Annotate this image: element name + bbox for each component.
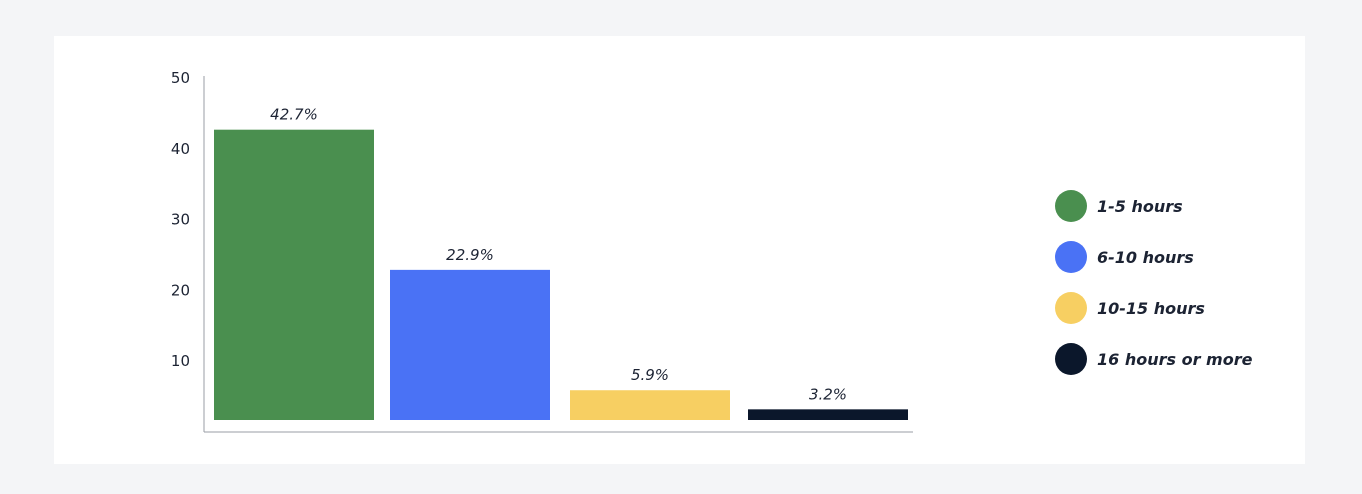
data-labels: 42.7% 22.9% 5.9% 3.2%	[270, 106, 847, 404]
bar-16-hours-or-more	[748, 409, 908, 420]
legend-label: 10-15 hours	[1097, 298, 1205, 318]
legend-item: 1-5 hours	[1055, 190, 1252, 222]
chart-card: 10 20 30 40 50 42.7% 22.9% 5.9% 3.2% 1-5 hours 6…	[54, 36, 1305, 464]
legend-label: 6-10 hours	[1097, 247, 1194, 267]
legend-swatch	[1055, 190, 1087, 222]
legend-label: 1-5 hours	[1097, 196, 1183, 216]
bar-chart: 10 20 30 40 50 42.7% 22.9% 5.9% 3.2%	[171, 69, 913, 433]
legend-item: 16 hours or more	[1055, 343, 1252, 375]
legend-label: 16 hours or more	[1097, 349, 1253, 369]
legend-item: 6-10 hours	[1055, 241, 1252, 273]
legend-item: 10-15 hours	[1055, 292, 1252, 324]
bar-data-label: 22.9%	[446, 246, 494, 264]
bars	[214, 129, 908, 420]
y-tick-label: 20	[171, 281, 190, 299]
y-axis-ticks: 10 20 30 40 50	[171, 69, 190, 370]
legend-swatch	[1055, 241, 1087, 273]
legend-swatch	[1055, 292, 1087, 324]
bar-data-label: 5.9%	[631, 366, 669, 384]
bar-data-label: 3.2%	[809, 385, 847, 403]
bar-10-15-hours	[570, 390, 730, 420]
bar-data-label: 42.7%	[270, 106, 318, 124]
y-tick-label: 10	[171, 352, 190, 370]
y-tick-label: 30	[171, 211, 190, 229]
bar-6-10-hours	[390, 269, 550, 420]
y-tick-label: 50	[171, 69, 190, 87]
y-tick-label: 40	[171, 140, 190, 158]
legend: 1-5 hours 6-10 hours 10-15 hours 16 hours o…	[1055, 190, 1252, 394]
legend-swatch	[1055, 343, 1087, 375]
bar-1-5-hours	[214, 129, 374, 420]
